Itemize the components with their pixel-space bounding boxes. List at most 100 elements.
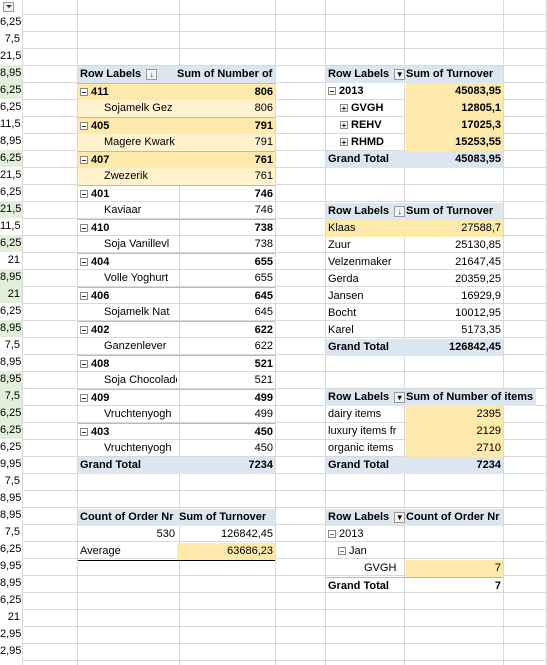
pivot5-month-row[interactable]: − Jan <box>326 543 503 560</box>
left-column-cell[interactable]: 6,25 <box>0 441 22 453</box>
left-column-cell[interactable]: 8,95 <box>0 356 22 368</box>
left-column-cell[interactable]: 8,95 <box>0 509 22 521</box>
left-column-cell[interactable]: 6,25 <box>0 235 22 252</box>
filter-icon[interactable]: ▼ <box>394 68 406 80</box>
left-column-cell[interactable]: 9,95 <box>0 560 22 572</box>
pivot1-group-row[interactable]: −408 521 <box>78 355 275 373</box>
left-column-cell[interactable]: 6,25 <box>0 82 22 99</box>
left-column-cell[interactable]: 11,5 <box>0 220 21 232</box>
pivot1-group-row[interactable]: −405 791 <box>78 117 275 135</box>
pivot1-group-row[interactable]: −411 806 <box>78 83 275 101</box>
pivot1-item-row[interactable]: Ganzenlever 622 <box>78 338 275 355</box>
pivot2-item-row[interactable]: + RHMD 15253,55 <box>326 134 503 151</box>
collapse-icon[interactable]: − <box>80 156 88 166</box>
pivot1-group-row[interactable]: −410 738 <box>78 219 275 237</box>
left-column-cell[interactable]: 7,5 <box>4 526 20 538</box>
left-column-cell[interactable]: 6,25 <box>0 101 22 113</box>
collapse-icon[interactable]: − <box>80 360 88 370</box>
pivot1-item-row[interactable]: Vruchtenyogh 499 <box>78 406 275 423</box>
pivot1-group-row[interactable]: −403 450 <box>78 423 275 441</box>
collapse-icon[interactable]: − <box>80 428 88 438</box>
left-column-cell[interactable]: 6,25 <box>0 305 22 317</box>
pivot3-item-row[interactable]: Velzenmaker 21647,45 <box>326 254 503 271</box>
left-column-cell[interactable]: 21 <box>0 286 22 303</box>
pivot4-item-row[interactable]: dairy items 2395 <box>326 406 503 423</box>
pivot1-group-row[interactable]: −402 622 <box>78 321 275 339</box>
left-column-cell[interactable]: 7,5 <box>4 33 20 45</box>
sort-filter-icon[interactable]: ↓ <box>146 68 158 80</box>
left-column-cell[interactable]: 8,95 <box>0 492 22 504</box>
pivot1-total-row[interactable]: Grand Total 7234 <box>78 457 275 474</box>
collapse-icon[interactable]: − <box>80 394 88 404</box>
sort-filter-icon[interactable]: ↓ <box>394 205 406 217</box>
dropdown-icon[interactable]: ▾ <box>394 391 406 403</box>
pivot1-item-row[interactable]: Volle Yoghurt 655 <box>78 270 275 287</box>
left-column-cell[interactable]: 21 <box>7 254 20 266</box>
pivot1-item-row[interactable]: Soja Chocolade 521 <box>78 372 275 389</box>
pivot1-group-row[interactable]: −409 499 <box>78 389 275 407</box>
pivot1-item-row[interactable]: Sojamelk Nat 645 <box>78 304 275 321</box>
pivot2-item-row[interactable]: + GVGH 12805,1 <box>326 100 503 117</box>
pivot5-total-row[interactable]: Grand Total 7 <box>326 577 503 595</box>
left-column-cell[interactable]: 2,95 <box>0 645 22 657</box>
pivot3-total-row[interactable]: Grand Total 126842,45 <box>326 339 503 356</box>
collapse-icon[interactable]: − <box>80 292 88 302</box>
pivot5-year-row[interactable]: −2013 <box>326 526 503 543</box>
pivot1-group-row[interactable]: −406 645 <box>78 287 275 305</box>
left-column-cell[interactable]: 6,25 <box>0 16 22 28</box>
pivot1-item-row[interactable]: Soja Vanillevl 738 <box>78 236 275 253</box>
collapse-icon[interactable]: − <box>338 547 346 557</box>
pivot1-item-row[interactable]: Zwezerik 761 <box>78 168 275 185</box>
pivot3-item-row[interactable]: Gerda 20359,25 <box>326 271 503 288</box>
pivot4-item-row[interactable]: luxury items fr 2129 <box>326 423 503 440</box>
filter-icon[interactable]: ▼ <box>394 511 406 523</box>
left-column-cell[interactable]: 7,5 <box>4 475 20 487</box>
left-column-cell[interactable]: 21,5 <box>0 50 22 62</box>
left-column-cell[interactable]: 6,25 <box>0 405 22 422</box>
left-column-cell[interactable]: 6,25 <box>0 422 22 439</box>
left-column-cell[interactable]: 7,5 <box>4 339 20 351</box>
collapse-icon[interactable]: − <box>80 122 88 132</box>
left-column-cell[interactable]: 8,95 <box>0 320 22 337</box>
left-column-cell[interactable]: 11,5 <box>0 118 21 130</box>
left-column-cell[interactable]: 21 <box>7 611 20 623</box>
pivot1-item-row[interactable]: Kaviaar 746 <box>78 202 275 219</box>
collapse-icon[interactable]: − <box>328 530 336 540</box>
pivot1-group-row[interactable]: −404 655 <box>78 253 275 271</box>
pivot3-item-row[interactable]: Karel 5173,35 <box>326 322 503 339</box>
pivot2-total-row[interactable]: Grand Total 45083,95 <box>326 151 503 168</box>
expand-icon[interactable]: + <box>340 104 348 114</box>
left-column-cell[interactable]: 9,95 <box>0 458 22 470</box>
pivot1-item-row[interactable]: Vruchtenyogh 450 <box>78 440 275 457</box>
left-column-cell[interactable]: 7,5 <box>0 388 22 405</box>
pivot2-year-row[interactable]: −2013 45083,95 <box>326 83 503 100</box>
pivot2-item-row[interactable]: + REHV 17025,3 <box>326 117 503 134</box>
collapse-icon[interactable]: − <box>80 326 88 336</box>
pivot3-item-row[interactable]: Jansen 16929,9 <box>326 288 503 305</box>
left-column-cell[interactable]: 8,95 <box>0 371 22 388</box>
collapse-icon[interactable]: − <box>80 190 88 200</box>
pivot3-item-row[interactable]: Klaas 27588,7 <box>326 220 503 237</box>
pivot1-item-row[interactable]: Magere Kwark 791 <box>78 134 275 151</box>
left-column-cell[interactable]: 8,95 <box>0 135 22 147</box>
left-column-cell[interactable]: 21,5 <box>0 201 22 218</box>
pivot1-group-row[interactable]: −401 746 <box>78 185 275 203</box>
summary-average-row[interactable]: Average 63686,23 <box>78 543 275 561</box>
collapse-icon[interactable]: − <box>80 258 88 268</box>
expand-icon[interactable]: + <box>340 121 348 131</box>
left-column-cell[interactable]: 6,25 <box>0 543 22 555</box>
pivot1-item-row[interactable]: Sojamelk Gez 806 <box>78 100 275 117</box>
left-column-cell[interactable]: 6,25 <box>0 186 22 198</box>
left-column-cell[interactable]: 21,5 <box>0 169 22 181</box>
left-column-cell[interactable]: 6,25 <box>0 150 22 167</box>
collapse-icon[interactable]: − <box>80 224 88 234</box>
pivot4-total-row[interactable]: Grand Total 7234 <box>326 457 503 474</box>
collapse-icon[interactable]: − <box>80 88 88 98</box>
left-column-cell[interactable]: 2,95 <box>0 628 22 640</box>
pivot3-item-row[interactable]: Bocht 10012,95 <box>326 305 503 322</box>
summary-values-row[interactable]: 530 126842,45 <box>78 526 275 543</box>
left-column-cell[interactable]: 8,95 <box>0 65 22 82</box>
left-column-cell[interactable]: 8,95 <box>0 577 22 589</box>
pivot1-group-row[interactable]: −407 761 <box>78 151 275 169</box>
left-column-cell[interactable]: 8,95 <box>0 269 22 286</box>
